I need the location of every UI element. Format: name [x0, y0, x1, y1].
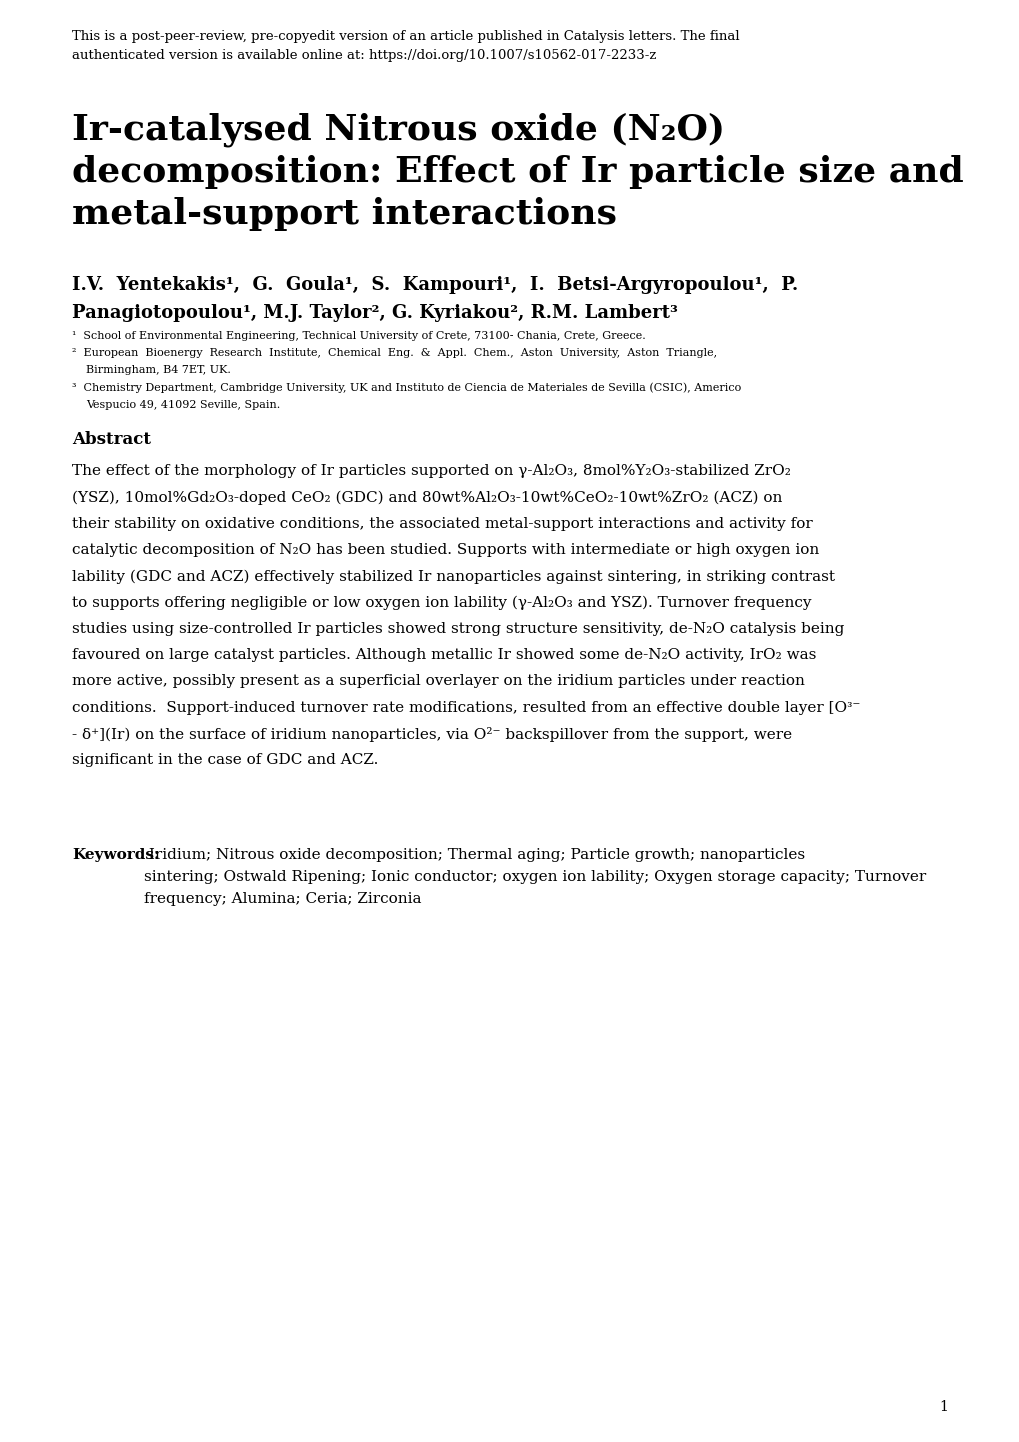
Text: decomposition: Effect of Ir particle size and: decomposition: Effect of Ir particle siz…	[72, 154, 963, 189]
Text: ¹  School of Environmental Engineering, Technical University of Crete, 73100- Ch: ¹ School of Environmental Engineering, T…	[72, 330, 645, 340]
Text: significant in the case of GDC and ACZ.: significant in the case of GDC and ACZ.	[72, 753, 378, 767]
Text: Ir-catalysed Nitrous oxide (N₂O): Ir-catalysed Nitrous oxide (N₂O)	[72, 112, 725, 147]
Text: Iridium; Nitrous oxide decomposition; Thermal aging; Particle growth; nanopartic: Iridium; Nitrous oxide decomposition; Th…	[144, 848, 925, 906]
Text: studies using size-controlled Ir particles showed strong structure sensitivity, : studies using size-controlled Ir particl…	[72, 622, 844, 636]
Text: conditions.  Support-induced turnover rate modifications, resulted from an effec: conditions. Support-induced turnover rat…	[72, 701, 860, 715]
Text: favoured on large catalyst particles. Although metallic Ir showed some de-N₂O ac: favoured on large catalyst particles. Al…	[72, 647, 815, 662]
Text: Birmingham, B4 7ET, UK.: Birmingham, B4 7ET, UK.	[86, 365, 230, 375]
Text: Abstract: Abstract	[72, 431, 151, 448]
Text: This is a post-peer-review, pre-copyedit version of an article published in Cata: This is a post-peer-review, pre-copyedit…	[72, 30, 739, 62]
Text: more active, possibly present as a superficial overlayer on the iridium particle: more active, possibly present as a super…	[72, 675, 804, 688]
Text: The effect of the morphology of Ir particles supported on γ-Al₂O₃, 8mol%Y₂O₃-sta: The effect of the morphology of Ir parti…	[72, 464, 790, 479]
Text: 1: 1	[938, 1400, 947, 1415]
Text: I.V.  Yentekakis¹,  G.  Goula¹,  S.  Kampouri¹,  I.  Betsi-Argyropoulou¹,  P.: I.V. Yentekakis¹, G. Goula¹, S. Kampouri…	[72, 275, 798, 294]
Text: Vespucio 49, 41092 Seville, Spain.: Vespucio 49, 41092 Seville, Spain.	[86, 399, 280, 410]
Text: ²  European  Bioenergy  Research  Institute,  Chemical  Eng.  &  Appl.  Chem.,  : ² European Bioenergy Research Institute,…	[72, 348, 716, 358]
Text: ³  Chemistry Department, Cambridge University, UK and Instituto de Ciencia de Ma: ³ Chemistry Department, Cambridge Univer…	[72, 382, 741, 394]
Text: Keywords:: Keywords:	[72, 848, 159, 862]
Text: lability (GDC and ACZ) effectively stabilized Ir nanoparticles against sintering: lability (GDC and ACZ) effectively stabi…	[72, 570, 835, 584]
Text: their stability on oxidative conditions, the associated metal-support interactio: their stability on oxidative conditions,…	[72, 516, 812, 531]
Text: (YSZ), 10mol%Gd₂O₃-doped CeO₂ (GDC) and 80wt%Al₂O₃-10wt%CeO₂-10wt%ZrO₂ (ACZ) on: (YSZ), 10mol%Gd₂O₃-doped CeO₂ (GDC) and …	[72, 490, 782, 505]
Text: metal-support interactions: metal-support interactions	[72, 198, 616, 231]
Text: to supports offering negligible or low oxygen ion lability (γ-Al₂O₃ and YSZ). Tu: to supports offering negligible or low o…	[72, 596, 811, 610]
Text: catalytic decomposition of N₂O has been studied. Supports with intermediate or h: catalytic decomposition of N₂O has been …	[72, 544, 818, 557]
Text: Panagiotopoulou¹, M.J. Taylor², G. Kyriakou², R.M. Lambert³: Panagiotopoulou¹, M.J. Taylor², G. Kyria…	[72, 304, 678, 322]
Text: - δ⁺](Ir) on the surface of iridium nanoparticles, via O²⁻ backspillover from th: - δ⁺](Ir) on the surface of iridium nano…	[72, 727, 792, 743]
